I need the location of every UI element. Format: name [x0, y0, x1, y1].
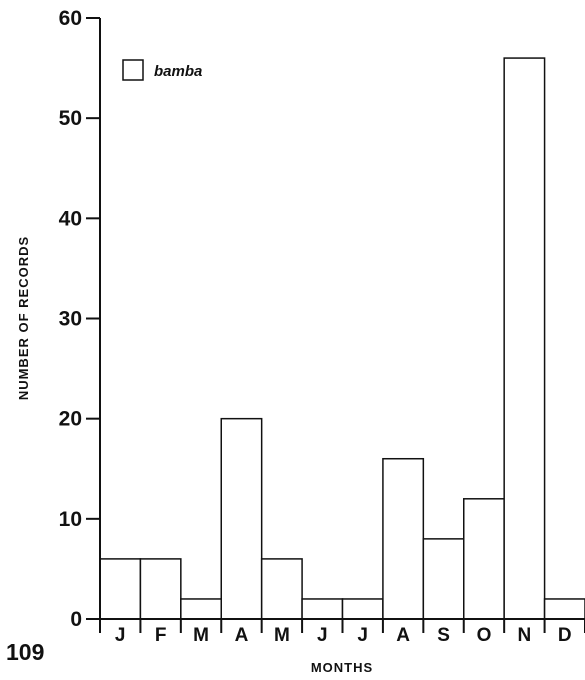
- bar-12: [543, 598, 585, 620]
- y-tick-label: 30: [59, 308, 82, 331]
- bar-4: [220, 417, 263, 620]
- y-axis: 0 10 20 30 40 50 60: [59, 7, 101, 631]
- y-tick-label: 10: [59, 508, 82, 531]
- x-tick-label: J: [317, 625, 328, 646]
- bars-group: [99, 57, 585, 620]
- x-tick-label: S: [437, 625, 450, 646]
- legend-label: bamba: [154, 63, 202, 80]
- x-tick-label: F: [155, 625, 167, 646]
- x-tick-label: M: [274, 625, 290, 646]
- x-tick-label: J: [115, 625, 126, 646]
- x-tick-label: M: [193, 625, 209, 646]
- bar-9: [422, 538, 465, 620]
- y-tick-label: 20: [59, 408, 82, 431]
- bar-6: [301, 598, 344, 620]
- y-tick-label: 0: [70, 608, 82, 631]
- x-tick-label: A: [396, 625, 410, 646]
- x-tick-label: J: [357, 625, 368, 646]
- y-tick-label: 50: [59, 107, 82, 130]
- page-number: 109: [6, 639, 44, 665]
- y-tick-label: 60: [59, 7, 82, 30]
- bar-3: [180, 598, 222, 620]
- x-tick-label: D: [558, 625, 572, 646]
- bar-8: [382, 457, 425, 620]
- y-tick-label: 40: [59, 207, 82, 230]
- bar-10: [463, 498, 505, 620]
- x-tick-label: N: [518, 625, 532, 646]
- y-axis-label: NUMBER OF RECORDS: [16, 236, 31, 400]
- bar-5: [260, 558, 303, 620]
- x-tick-label: O: [477, 625, 492, 646]
- legend: bamba: [122, 59, 202, 81]
- legend-swatch: [122, 59, 144, 81]
- x-tick-label: A: [235, 625, 249, 646]
- bar-1: [99, 558, 142, 620]
- y-ticks: 0 10 20 30 40 50 60: [59, 7, 100, 631]
- bar-11: [503, 57, 546, 620]
- bar-2: [139, 558, 182, 620]
- bar-7: [341, 598, 384, 620]
- x-axis-label: MONTHS: [311, 660, 373, 675]
